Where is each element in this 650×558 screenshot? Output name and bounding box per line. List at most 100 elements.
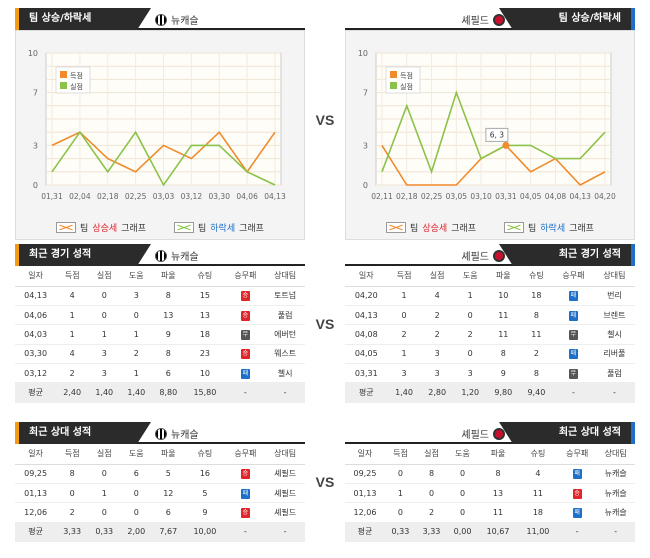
table-cell: 2 [420, 324, 454, 345]
table-cell: 9,80 [486, 382, 520, 403]
x-tick-label: 02,11 [371, 192, 393, 201]
table-cell: 3 [420, 363, 454, 384]
table-cell: 8 [56, 464, 89, 484]
table-cell: 0 [88, 464, 121, 484]
y-tick-label: 3 [363, 141, 368, 150]
column-header: 슈팅 [519, 266, 553, 287]
table-cell: 11,00 [517, 522, 558, 543]
column-header: 슈팅 [517, 444, 558, 465]
series-line-concede [51, 130, 276, 187]
legend-label: 득점 [70, 72, 83, 80]
table-cell: 0 [447, 502, 479, 523]
up-graph-icon [56, 221, 77, 233]
right-h2h-panel: 셰필드 최근 상대 성적 일자 득점 실점 도움 파울 슈팅 승무패 상대팀 09,25 0 8 0 8… [345, 422, 635, 543]
series-line-concede [381, 90, 606, 175]
table-cell: 2 [387, 324, 421, 345]
table-cell: 12,06 [345, 502, 385, 523]
trend-title: 팀 상승/하락세 [15, 8, 151, 30]
table-cell: 5 [152, 464, 185, 484]
series-line-score [51, 130, 276, 174]
table-cell: 8,80 [152, 382, 185, 403]
table-cell: 12,06 [15, 502, 57, 523]
x-tick-label: 02,18 [97, 192, 119, 201]
table-row: 04,08 2 2 2 11 11 무 첼시 [345, 324, 635, 345]
column-header: 실점 [88, 444, 121, 465]
table-cell: 0 [88, 502, 121, 523]
table-cell: 첼시 [593, 324, 635, 345]
x-tick-label: 02,25 [125, 192, 147, 201]
y-tick-label: 10 [358, 49, 368, 58]
newcastle-crest-icon [155, 249, 167, 262]
table-cell: 13 [184, 305, 226, 326]
table-cell: 9 [184, 502, 226, 523]
down-graph-legend[interactable]: 팀 하락세 그래프 [504, 221, 594, 234]
x-tick-label: 02,18 [396, 192, 418, 201]
table-row: 03,31 3 3 3 9 8 무 풀럼 [345, 363, 635, 384]
up-graph-legend[interactable]: 팀 상승세 그래프 [386, 221, 476, 234]
table-cell: 9 [152, 324, 185, 345]
x-tick-label: 04,13 [264, 192, 286, 201]
table-cell: 첼시 [265, 363, 305, 384]
table-cell: 패 [557, 464, 597, 484]
down-graph-legend[interactable]: 팀 하락세 그래프 [174, 221, 264, 234]
result-icon: 승 [572, 488, 582, 499]
right-recent-header: 셰필드 최근 경기 성적 [345, 244, 635, 266]
x-tick-label: 04,05 [520, 192, 542, 201]
left-h2h-header: 최근 상대 성적 뉴캐슬 [15, 422, 305, 444]
left-trend-chart: 0 3 7 10 01,31 02,04 02,18 02,25 03,03 03,12 03,30… [15, 30, 305, 240]
newcastle-crest-icon [155, 13, 167, 26]
table-cell: 0 [453, 305, 487, 326]
up-graph-legend[interactable]: 팀 상승세 그래프 [56, 221, 146, 234]
column-header: 파울 [152, 266, 185, 287]
result-icon: 패 [240, 488, 250, 499]
table-cell: 3 [120, 286, 153, 306]
table-cell: 1,40 [387, 382, 421, 403]
x-tick-label: 03,30 [209, 192, 231, 201]
table-cell: 4 [517, 464, 558, 484]
table-cell: 01,13 [15, 483, 57, 504]
y-tick-label: 3 [33, 141, 38, 150]
table-cell: 0 [120, 305, 153, 326]
left-team-label: 뉴캐슬 [155, 426, 199, 441]
vs-label-1: VS [315, 112, 335, 128]
table-cell: 셰필드 [265, 502, 305, 523]
left-trend-header: 팀 상승/하락세 뉴캐슬 [15, 8, 305, 30]
table-row: 09,25 8 0 6 5 16 승 셰필드 [15, 464, 305, 484]
x-tick-label: 04,13 [569, 192, 591, 201]
table-cell: 09,25 [15, 464, 57, 484]
table-cell: - [225, 382, 266, 403]
table-header-row: 일자 득점 실점 도움 파울 슈팅 승무패 상대팀 [345, 444, 635, 465]
table-cell: 무 [552, 324, 594, 345]
column-header: 일자 [15, 444, 57, 465]
table-cell: 6 [120, 464, 153, 484]
result-icon: 승 [240, 507, 250, 518]
table-cell: 23 [184, 344, 226, 365]
left-recent-panel: 최근 경기 성적 뉴캐슬 일자 득점 실점 도움 파울 슈팅 승무패 상대팀 04,13 4 0 3 8… [15, 244, 305, 403]
table-row: 04,06 1 0 0 13 13 승 풀럼 [15, 305, 305, 326]
right-recent-table: 일자 득점 실점 도움 파울 슈팅 승무패 상대팀 04,20 1 4 1 10 18 패 번리 04,13 0 2… [345, 266, 635, 403]
table-row: 04,03 1 1 1 9 18 무 에버턴 [15, 324, 305, 345]
table-cell: 04,13 [345, 305, 388, 326]
table-cell: 0 [384, 502, 416, 523]
table-cell: 0,00 [447, 522, 479, 543]
legend-swatch [390, 71, 397, 78]
column-header: 파울 [486, 266, 520, 287]
table-cell: 2,80 [420, 382, 454, 403]
table-cell: 평균 [345, 382, 388, 403]
result-icon: 승 [240, 469, 250, 480]
y-tick-label: 10 [28, 49, 38, 58]
table-cell: 2 [56, 502, 89, 523]
table-cell: 0 [88, 286, 121, 306]
left-h2h-panel: 최근 상대 성적 뉴캐슬 일자 득점 실점 도움 파울 슈팅 승무패 상대팀 09,25 8 0 6 5… [15, 422, 305, 543]
x-tick-label: 03,03 [153, 192, 175, 201]
table-cell: 15 [184, 286, 226, 306]
table-row: 01,13 1 0 0 13 11 승 뉴캐슬 [345, 483, 635, 504]
table-cell: 10,00 [184, 522, 226, 543]
right-recent-panel: 셰필드 최근 경기 성적 일자 득점 실점 도움 파울 슈팅 승무패 상대팀 04,20 1 4 1 1… [345, 244, 635, 403]
average-row: 평균 2,40 1,40 1,40 8,80 15,80- - [15, 382, 305, 403]
table-cell: 2,00 [120, 522, 153, 543]
legend-label: 실점 [70, 82, 83, 91]
table-cell: 8 [415, 464, 448, 484]
table-cell: 10 [486, 286, 520, 306]
column-header: 승무패 [557, 444, 597, 465]
